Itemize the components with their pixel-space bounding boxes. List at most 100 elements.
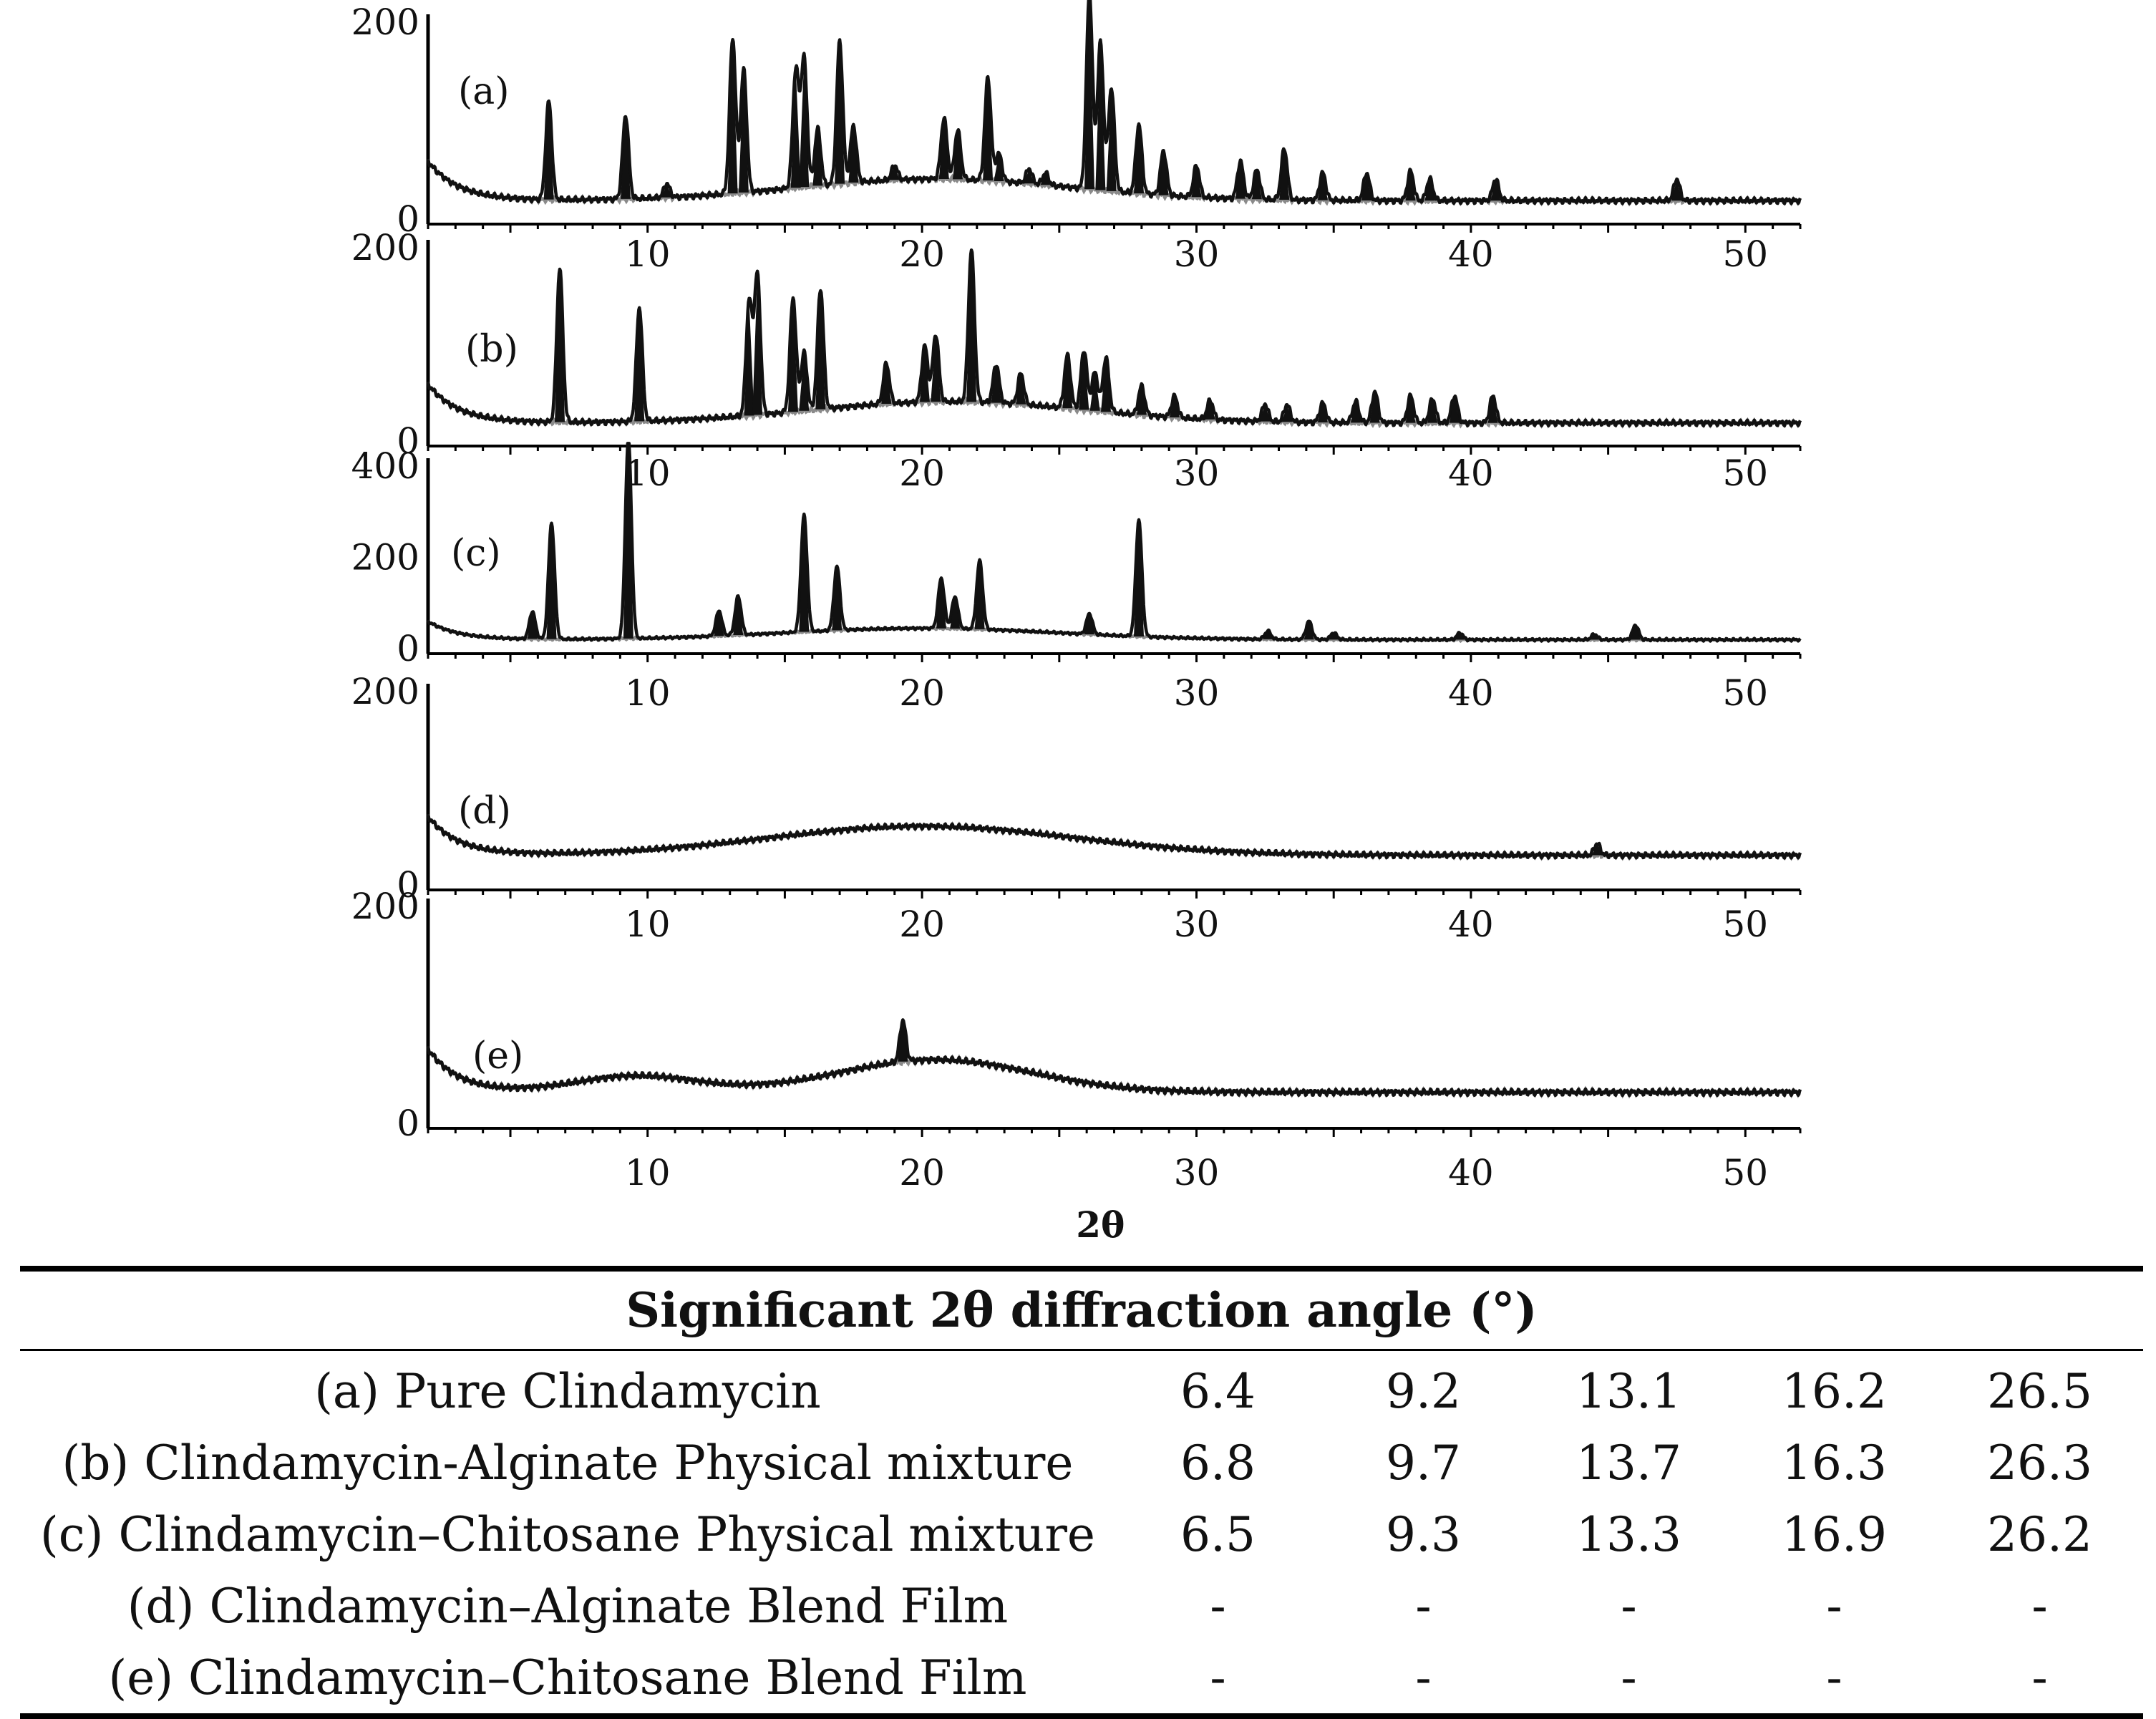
x-tick-label: 10 [625, 452, 671, 494]
diffraction-peak [1671, 178, 1682, 201]
angle-cell: - [1415, 1650, 1432, 1705]
diffraction-peak [527, 611, 538, 639]
diffraction-peak [1329, 632, 1339, 640]
angle-cell: - [1210, 1578, 1226, 1634]
diffraction-peak [1487, 395, 1498, 423]
x-tick-label: 10 [625, 672, 671, 714]
diffraction-peak [634, 307, 645, 422]
x-tick-label: 20 [899, 904, 945, 945]
table-row: (a) Pure Clindamycin 6.4 9.2 13.1 16.2 26.5 [20, 1355, 2143, 1427]
angle-cell: - [1415, 1578, 1432, 1634]
sample-name-cell: (e) Clindamycin–Chitosane Blend Film [108, 1650, 1027, 1705]
diffraction-curve [426, 442, 1802, 643]
x-tick-label: 50 [1723, 1152, 1769, 1193]
diffraction-peak [727, 37, 738, 194]
angle-cell: 9.2 [1386, 1363, 1461, 1419]
y-tick-label: 0 [397, 628, 419, 669]
diffraction-peak [738, 69, 749, 193]
diffraction-peak [931, 334, 941, 402]
diffraction-peak [1427, 398, 1438, 423]
diffraction-peak [1449, 395, 1460, 423]
diffraction-peak [1024, 168, 1034, 184]
diffraction-peak [1490, 178, 1501, 201]
x-tick-label: 50 [1723, 233, 1769, 275]
x-tick-label: 30 [1174, 672, 1220, 714]
diffraction-peak [1350, 401, 1361, 423]
diffraction-peak [1589, 634, 1600, 640]
angle-cell: - [1826, 1650, 1842, 1705]
x-tick-label: 10 [625, 904, 671, 945]
diffraction-peak [1263, 631, 1273, 639]
diffraction-peak [1317, 173, 1328, 200]
x-tick-label: 30 [1174, 904, 1220, 945]
diffraction-peak [799, 352, 810, 411]
diffraction-peak [1455, 632, 1465, 640]
diffraction-peak [1235, 161, 1245, 199]
x-tick-label: 50 [1723, 904, 1769, 945]
diffraction-curve [426, 248, 1802, 427]
diffraction-peak [881, 363, 892, 404]
diffraction-peak [1205, 400, 1215, 420]
diffraction-peak [1062, 354, 1073, 409]
diffraction-peak [994, 153, 1004, 182]
angle-cell: 13.1 [1576, 1363, 1681, 1419]
diffraction-peak [1095, 42, 1106, 190]
diffraction-angle-table: Significant 2θ diffraction angle (°) (a)… [20, 1266, 2143, 1719]
diffraction-peak [623, 443, 633, 639]
diffraction-peak [835, 41, 845, 184]
diffraction-peak [1191, 165, 1202, 198]
sample-name-cell: (b) Clindamycin-Alginate Physical mixtur… [62, 1435, 1074, 1491]
diffraction-peak [848, 125, 859, 183]
table-row: (e) Clindamycin–Chitosane Blend Film - - - -… [20, 1642, 2143, 1713]
diffraction-peak [1369, 392, 1380, 423]
diffraction-peak [1405, 170, 1416, 201]
angle-cell: 9.3 [1386, 1506, 1461, 1562]
angle-cell: 16.9 [1782, 1506, 1887, 1562]
diffraction-peak [1084, 614, 1094, 634]
y-tick-label: 0 [397, 864, 419, 906]
diffraction-peak [733, 596, 744, 636]
angle-cell: 6.5 [1180, 1506, 1256, 1562]
diffraction-peak [952, 130, 963, 180]
x-tick-label: 30 [1174, 233, 1220, 275]
sample-name-cell: (a) Pure Clindamycin [314, 1363, 821, 1419]
angle-cell: - [2031, 1650, 2048, 1705]
diffraction-peak [991, 364, 1001, 403]
diffraction-peak [974, 561, 985, 629]
diffraction-peak [1424, 178, 1435, 201]
angle-cell: 26.3 [1987, 1435, 2092, 1491]
diffraction-peak [1405, 395, 1416, 423]
angle-cell: 9.7 [1386, 1435, 1461, 1491]
diffraction-peak [1630, 625, 1641, 640]
diffraction-curve [426, 813, 1802, 860]
table-row: (c) Clindamycin–Chitosane Physical mixtu… [20, 1498, 2143, 1570]
diffraction-peak [1361, 173, 1372, 201]
diffraction-peak [919, 346, 930, 402]
diffraction-peak [799, 59, 810, 188]
diffraction-peak [1260, 404, 1271, 422]
sample-name-cell: (d) Clindamycin–Alginate Blend Film [127, 1578, 1009, 1634]
diffraction-peak [543, 101, 554, 200]
diffraction-peak [832, 566, 843, 631]
diffraction-peak [744, 301, 754, 416]
angle-cell: - [1621, 1650, 1637, 1705]
diffraction-curve [426, 0, 1802, 205]
x-tick-label: 10 [625, 1152, 671, 1193]
diffraction-peak [752, 274, 763, 415]
angle-cell: 6.4 [1180, 1363, 1256, 1419]
diffraction-peak [815, 288, 826, 410]
angle-cell: - [1826, 1578, 1842, 1634]
x-tick-label: 50 [1723, 672, 1769, 714]
diffraction-peak [898, 1020, 908, 1062]
angle-cell: 26.2 [1987, 1506, 2092, 1562]
diffraction-peak [1040, 173, 1051, 185]
diffraction-peak [936, 578, 946, 629]
diffraction-curve [426, 1018, 1802, 1098]
diffraction-peak [966, 249, 977, 402]
angle-cell: - [1210, 1650, 1226, 1705]
diffraction-peak [1251, 170, 1262, 200]
diffraction-peak [790, 69, 801, 188]
panel-label: (e) [472, 1035, 523, 1078]
diffraction-peak [983, 77, 994, 181]
x-tick-label: 40 [1448, 233, 1494, 275]
